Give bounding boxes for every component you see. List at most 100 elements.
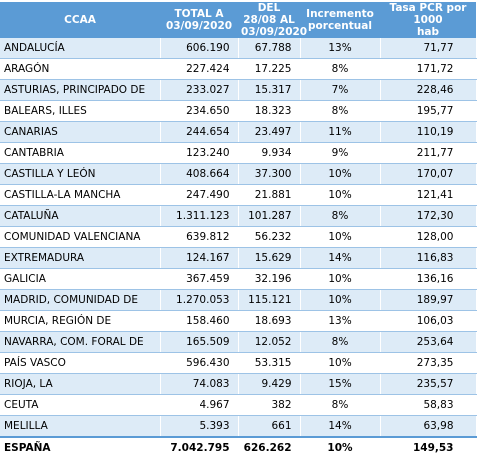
header-cell: Tasa PCR por 1000 hab bbox=[380, 2, 476, 38]
table-row: COMUNIDAD VALENCIANA 639.812 56.232 10% 128,… bbox=[0, 226, 477, 248]
table-cell: 128,00 bbox=[380, 226, 477, 248]
header-text: Incremento bbox=[306, 8, 374, 20]
header-text: porcentual bbox=[308, 20, 372, 32]
table-cell: 37.300 bbox=[238, 163, 301, 185]
table-cell: 21.881 bbox=[238, 184, 301, 206]
table-cell: ANDALUCÍA bbox=[0, 38, 161, 59]
table-cell: 1.270.053 bbox=[160, 289, 239, 311]
table-cell: 14% bbox=[300, 415, 381, 438]
table-cell: 10% bbox=[300, 436, 381, 458]
table-cell: 8% bbox=[300, 331, 381, 353]
table-cell: 661 bbox=[238, 415, 301, 438]
table-cell: 195,77 bbox=[380, 100, 477, 122]
table-cell: 5.393 bbox=[160, 415, 239, 438]
table-cell: 10% bbox=[300, 226, 381, 248]
table-row: ARAGÓN 227.424 17.225 8% 171,72 bbox=[0, 58, 477, 80]
table-cell: 8% bbox=[300, 394, 381, 416]
table-cell: ASTURIAS, PRINCIPADO DE bbox=[0, 79, 161, 101]
table-cell: ARAGÓN bbox=[0, 58, 161, 80]
table-cell: 9.934 bbox=[238, 142, 301, 164]
table-row: ANDALUCÍA 606.190 67.788 13% 71,77 bbox=[0, 38, 477, 59]
table-cell: 8% bbox=[300, 205, 381, 227]
table-row: EXTREMADURA 124.167 15.629 14% 116,83 bbox=[0, 247, 477, 269]
table-body: ANDALUCÍA 606.190 67.788 13% 71,77 ARAGÓN 227.… bbox=[0, 38, 477, 458]
table-cell: 121,41 bbox=[380, 184, 477, 206]
table-cell: 235,57 bbox=[380, 373, 477, 395]
table-cell: 71,77 bbox=[380, 38, 477, 59]
table-row: ESPAÑA 7.042.795 626.262 10% 149,53 bbox=[0, 436, 477, 458]
table-cell: 115.121 bbox=[238, 289, 301, 311]
table-cell: COMUNIDAD VALENCIANA bbox=[0, 226, 161, 248]
table-cell: MURCIA, REGIÓN DE bbox=[0, 310, 161, 332]
table-cell: 639.812 bbox=[160, 226, 239, 248]
table-row: MADRID, COMUNIDAD DE 1.270.053 115.121 10% 1… bbox=[0, 289, 477, 311]
table-cell: CANTABRIA bbox=[0, 142, 161, 164]
table-cell: 116,83 bbox=[380, 247, 477, 269]
table-cell: 4.967 bbox=[160, 394, 239, 416]
table-cell: 149,53 bbox=[380, 436, 477, 458]
table-cell: 32.196 bbox=[238, 268, 301, 290]
table-cell: 158.460 bbox=[160, 310, 239, 332]
table-cell: RIOJA, LA bbox=[0, 373, 161, 395]
table-row: CATALUÑA 1.311.123 101.287 8% 172,30 bbox=[0, 205, 477, 227]
table-row: MURCIA, REGIÓN DE 158.460 18.693 13% 106,03 bbox=[0, 310, 477, 332]
table-cell: CASTILLA Y LEÓN bbox=[0, 163, 161, 185]
table-cell: EXTREMADURA bbox=[0, 247, 161, 269]
table-cell: MELILLA bbox=[0, 415, 161, 438]
table-row: BALEARS, ILLES 234.650 18.323 8% 195,77 bbox=[0, 100, 477, 122]
table-cell: 227.424 bbox=[160, 58, 239, 80]
header-text: 03/09/2020 bbox=[165, 20, 233, 32]
table-cell: 10% bbox=[300, 184, 381, 206]
table-cell: 63,98 bbox=[380, 415, 477, 438]
table-cell: ESPAÑA bbox=[0, 436, 161, 458]
table-cell: 106,03 bbox=[380, 310, 477, 332]
table-cell: 124.167 bbox=[160, 247, 239, 269]
table-row: CASTILLA-LA MANCHA 247.490 21.881 10% 121,41 bbox=[0, 184, 477, 206]
table-cell: 14% bbox=[300, 247, 381, 269]
table-cell: 74.083 bbox=[160, 373, 239, 395]
table-cell: 53.315 bbox=[238, 352, 301, 374]
table-cell: 247.490 bbox=[160, 184, 239, 206]
table-cell: 11% bbox=[300, 121, 381, 143]
header-cell: Incremento porcentual bbox=[300, 2, 380, 38]
table-cell: 253,64 bbox=[380, 331, 477, 353]
table-row: MELILLA 5.393 661 14% 63,98 bbox=[0, 415, 477, 438]
table-row: CANARIAS 244.654 23.497 11% 110,19 bbox=[0, 121, 477, 143]
table-cell: 244.654 bbox=[160, 121, 239, 143]
header-cell: CCAA bbox=[0, 2, 160, 38]
table-cell: 171,72 bbox=[380, 58, 477, 80]
table-cell: 110,19 bbox=[380, 121, 477, 143]
table-cell: MADRID, COMUNIDAD DE bbox=[0, 289, 161, 311]
table-cell: 170,07 bbox=[380, 163, 477, 185]
table-cell: CASTILLA-LA MANCHA bbox=[0, 184, 161, 206]
table-cell: 17.225 bbox=[238, 58, 301, 80]
table-cell: 13% bbox=[300, 38, 381, 59]
table-cell: 136,16 bbox=[380, 268, 477, 290]
table-cell: 101.287 bbox=[238, 205, 301, 227]
table-cell: 367.459 bbox=[160, 268, 239, 290]
table-cell: 12.052 bbox=[238, 331, 301, 353]
table-row: ASTURIAS, PRINCIPADO DE 233.027 15.317 7% 22… bbox=[0, 79, 477, 101]
table-cell: 1.311.123 bbox=[160, 205, 239, 227]
table-cell: 10% bbox=[300, 352, 381, 374]
header-text: CCAA bbox=[64, 14, 96, 26]
table-row: RIOJA, LA 74.083 9.429 15% 235,57 bbox=[0, 373, 477, 395]
table-cell: CANARIAS bbox=[0, 121, 161, 143]
table-cell: PAÍS VASCO bbox=[0, 352, 161, 374]
table-cell: 228,46 bbox=[380, 79, 477, 101]
table-cell: BALEARS, ILLES bbox=[0, 100, 161, 122]
table-cell: 7.042.795 bbox=[160, 436, 239, 458]
header-text: 03/09/2020 bbox=[241, 26, 308, 38]
table-row: NAVARRA, COM. FORAL DE 165.509 12.052 8% 253… bbox=[0, 331, 477, 353]
table-cell: 233.027 bbox=[160, 79, 239, 101]
table-cell: 165.509 bbox=[160, 331, 239, 353]
table-cell: 273,35 bbox=[380, 352, 477, 374]
table-row: CASTILLA Y LEÓN 408.664 37.300 10% 170,07 bbox=[0, 163, 477, 185]
table-cell: 23.497 bbox=[238, 121, 301, 143]
table-cell: 9.429 bbox=[238, 373, 301, 395]
table-cell: 18.693 bbox=[238, 310, 301, 332]
table-cell: 56.232 bbox=[238, 226, 301, 248]
table-cell: 58,83 bbox=[380, 394, 477, 416]
